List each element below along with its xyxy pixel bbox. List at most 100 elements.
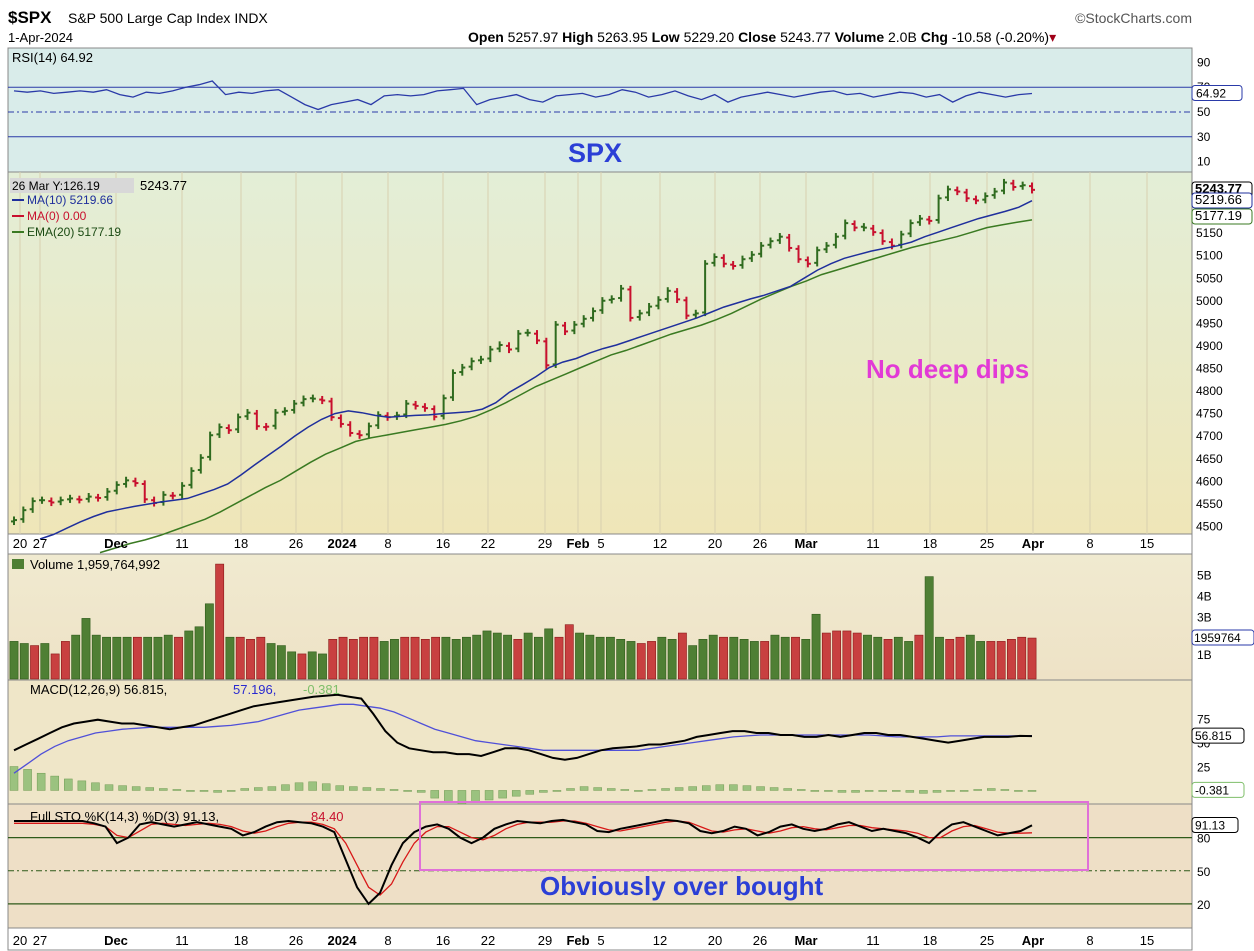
rsi-panel: [7, 47, 1193, 173]
macd-hist-bar: [919, 790, 928, 794]
volume-bar: [390, 639, 399, 680]
macd-hist-bar: [64, 778, 73, 791]
macd-hist-bar: [1000, 789, 1010, 791]
volume-bar: [71, 634, 81, 680]
rsi-tick: 10: [1197, 155, 1211, 169]
macd-hist-bar: [634, 790, 643, 792]
volume-bar: [708, 634, 718, 680]
date-tick-bottom: Dec: [104, 933, 128, 948]
volume-bar: [595, 636, 605, 680]
macd-hist-bar: [172, 789, 182, 791]
rsi-last-label: 64.92: [1196, 86, 1226, 100]
macd-hist-bar: [199, 790, 209, 792]
macd-hist-bar: [457, 790, 467, 805]
date-tick-top: 5: [597, 536, 604, 551]
macd-hist-bar: [837, 790, 847, 793]
volume-bar: [719, 636, 728, 680]
rsi-line: [13, 80, 1033, 111]
macd-hist-bar: [240, 788, 249, 791]
low-value: 5229.20: [683, 29, 735, 45]
volume-bar: [9, 641, 19, 680]
volume-bar: [811, 613, 821, 680]
volume-bar: [1007, 639, 1016, 680]
macd-last-label: 56.815: [1195, 729, 1232, 743]
macd-hist-last-label: -0.381: [1195, 783, 1229, 797]
macd-hist-bar: [959, 790, 969, 792]
legend-item: MA(0) 0.00: [27, 209, 87, 223]
volume-bar: [194, 626, 204, 680]
macd-hist-bar: [36, 772, 46, 791]
macd-hist-bar: [729, 784, 738, 791]
date-tick-bottom: 29: [538, 933, 552, 948]
macd-hist-bar: [349, 786, 358, 791]
volume-tick: 3B: [1197, 610, 1212, 624]
price-last-label: 5219.66: [1195, 192, 1242, 207]
volume-bar: [924, 576, 934, 680]
price-tick: 4800: [1196, 384, 1223, 398]
index-name: S&P 500 Large Cap Index INDX: [68, 10, 268, 26]
volume-bar: [749, 641, 759, 680]
down-arrow-icon: ▾: [1049, 29, 1057, 45]
rsi-tick: 50: [1197, 105, 1211, 119]
macd-hist-bar: [742, 785, 752, 791]
price-tick: 4900: [1196, 339, 1223, 353]
date-tick-top: 20: [708, 536, 722, 551]
close-value: 5243.77: [780, 29, 831, 45]
macd-hist-bar: [539, 790, 548, 793]
macd-hist-bar: [674, 787, 684, 791]
macd-hist-bar: [688, 786, 697, 791]
macd-hist-bar: [620, 789, 630, 791]
date-tick-top: Mar: [794, 536, 817, 551]
volume-bar: [821, 632, 831, 680]
volume-bar: [163, 634, 173, 680]
volume-bar: [102, 636, 111, 680]
open-value: 5257.97: [507, 29, 559, 45]
macd-hist-bar: [23, 769, 32, 791]
price-tick: 4500: [1196, 519, 1223, 533]
macd-hist-bar: [50, 775, 59, 791]
macd-hist-bar: [484, 790, 494, 801]
volume-bar: [965, 634, 975, 680]
brand: ©StockCharts.com: [1075, 10, 1192, 26]
volume-bar: [204, 603, 214, 680]
volume-bar: [770, 634, 780, 680]
macd-label: MACD(12,26,9) 56.815,: [30, 682, 167, 697]
date-tick-top: 11: [866, 536, 880, 551]
macd-hist-bar: [797, 789, 806, 791]
symbol: $SPX: [8, 8, 52, 27]
macd-hist-bar: [864, 790, 874, 792]
volume-bar: [739, 639, 749, 680]
volume-bar: [431, 636, 441, 680]
overbought-box: [419, 801, 1089, 871]
volume-bar: [904, 641, 914, 680]
volume-bar: [523, 632, 533, 680]
macd-hist-bar: [321, 783, 331, 791]
macd-hist-bar: [471, 790, 480, 803]
volume-bar: [1017, 636, 1027, 680]
macd-hist-bar: [756, 786, 765, 791]
macd-hist-bar: [430, 790, 440, 799]
volume-bar: [276, 645, 286, 680]
macd-hist-bar: [335, 785, 345, 791]
volume-bar: [863, 634, 872, 680]
macd-hist-bar: [905, 790, 915, 793]
macd-hist-bar: [973, 789, 982, 791]
price-tick: 4600: [1196, 474, 1223, 488]
macd-hist-bar: [498, 790, 507, 799]
volume-bar: [534, 636, 543, 680]
rsi-tick: 30: [1197, 130, 1211, 144]
macd-hist-bar: [159, 788, 168, 791]
macd-hist-bar: [824, 790, 833, 792]
macd-signal-label: 57.196,: [233, 682, 276, 697]
volume-bar: [688, 645, 698, 680]
date-tick-bottom: 5: [597, 933, 604, 948]
volume-label: Volume 1,959,764,992: [30, 557, 160, 572]
volume-bar: [246, 639, 255, 680]
date-tick-bottom: 12: [653, 933, 667, 948]
volume-bar: [544, 628, 554, 680]
macd-hist-bar: [226, 790, 236, 792]
date-tick-top: Dec: [104, 536, 128, 551]
volume-bar: [914, 634, 924, 680]
macd-tick: 75: [1197, 713, 1211, 727]
volume-bar: [832, 630, 842, 680]
